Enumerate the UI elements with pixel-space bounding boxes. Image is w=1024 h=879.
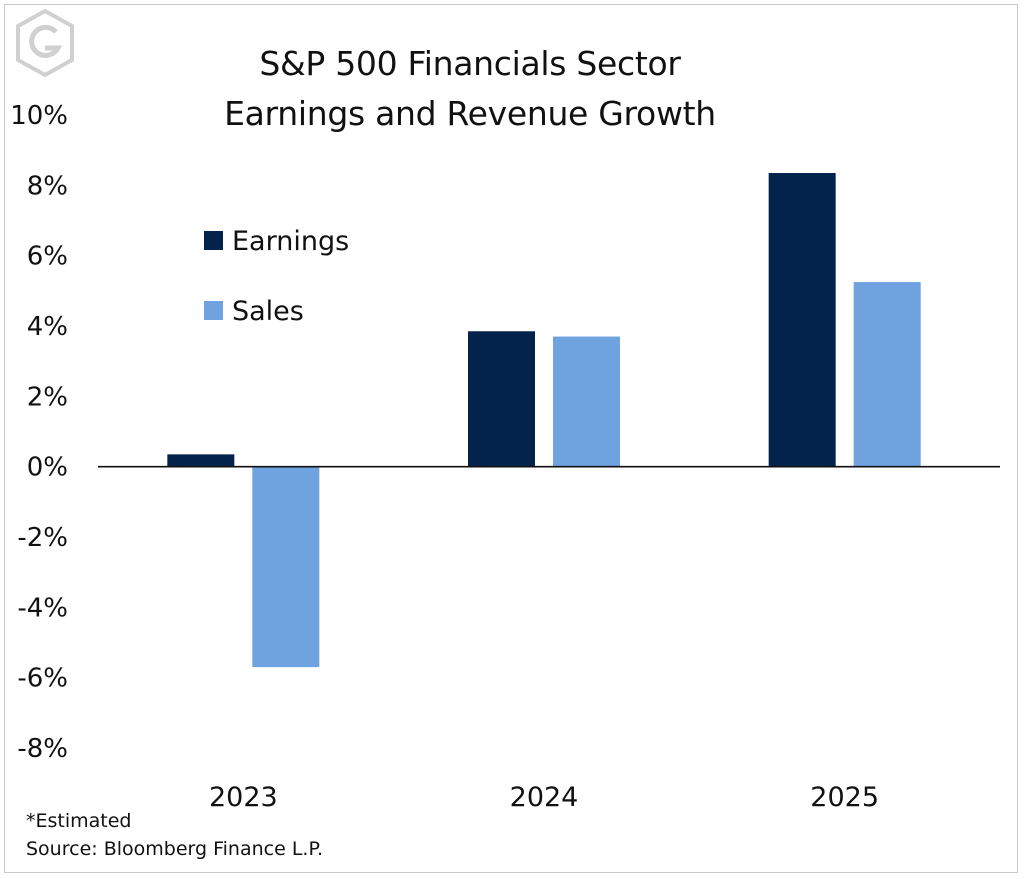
bar-sales-2024 [553, 336, 620, 467]
x-tick-label-2025: 2025 [810, 782, 879, 813]
legend-label-sales: Sales [232, 296, 304, 327]
bar-earnings-2025 [768, 173, 836, 467]
bar-sales-2025 [853, 282, 921, 467]
bar-sales-2023 [252, 466, 320, 668]
y-tick-label-2: 2% [27, 382, 68, 412]
y-tick-label-4: -4% [17, 593, 68, 623]
y-tick-label-4: 4% [27, 312, 68, 342]
footnote-estimated: *Estimated [26, 810, 132, 832]
chart-title-line-2: Earnings and Revenue Growth [224, 94, 716, 133]
bar-earnings-2023 [167, 454, 235, 467]
source-note: Source: Bloomberg Finance L.P. [26, 838, 323, 860]
y-tick-label-2: -2% [17, 523, 68, 553]
chart-title-line-1: S&P 500 Financials Sector [259, 44, 681, 83]
y-tick-label-6: -6% [17, 664, 68, 694]
legend-swatch-earnings [204, 231, 223, 250]
y-tick-label-6: 6% [27, 242, 68, 272]
bar-earnings-2024 [468, 331, 535, 467]
legend-label-earnings: Earnings [232, 226, 349, 257]
y-tick-label-8: 8% [27, 171, 68, 201]
y-tick-label-8: -8% [17, 734, 68, 764]
y-tick-label-0: 0% [27, 453, 68, 483]
x-tick-label-2023: 2023 [209, 782, 278, 813]
hexagon-g-logo-icon [16, 8, 74, 78]
x-tick-label-2024: 2024 [510, 782, 579, 813]
y-tick-label-10: 10% [10, 101, 68, 131]
legend-swatch-sales [204, 301, 223, 320]
